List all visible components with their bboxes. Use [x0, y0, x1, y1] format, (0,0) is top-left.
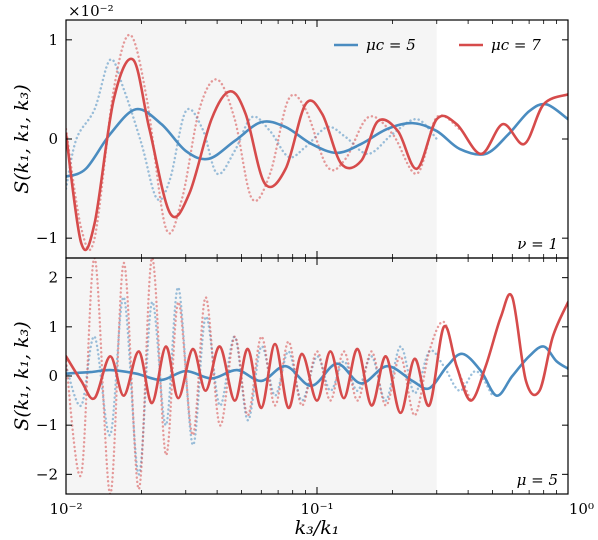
legend-label-mu7: μc = 7: [491, 36, 541, 54]
bottom-ytick-label-0: −2: [36, 465, 58, 483]
top-annotation: ν = 1: [517, 235, 558, 253]
bottom-xtick-label-0: 10⁻²: [49, 500, 82, 518]
top-ylabel: S(k₁, k₁, k₃): [11, 84, 33, 193]
top-series-0-solid-line: [66, 102, 568, 178]
top-series-3-dotted-line: [66, 33, 461, 252]
top-series-1-solid-line: [66, 57, 568, 252]
bottom-series-0-solid-line: [66, 345, 568, 397]
xlabel: k₃/k₁: [295, 517, 340, 539]
top-panel-series: [66, 33, 568, 252]
top-ytick-label-2: 1: [48, 31, 58, 49]
bottom-series-1-solid-line: [66, 292, 568, 415]
bottom-annotation: μ = 5: [517, 471, 558, 489]
top-offset-label: ×10⁻²: [68, 2, 114, 20]
legend-label-mu5: μc = 5: [366, 36, 416, 54]
bottom-series-3-dotted-line: [66, 258, 473, 494]
bottom-panel-ticks: −2 −1 0 1 2 10⁻² 10⁻¹ 10⁰: [36, 258, 594, 518]
top-ytick-label-1: 0: [48, 130, 58, 148]
bottom-xtick-label-2: 10⁰: [569, 500, 594, 518]
top-ytick-label-0: −1: [36, 229, 58, 247]
bottom-ytick-label-3: 1: [48, 318, 58, 336]
bottom-panel-series: [66, 258, 568, 494]
bottom-series-2-dotted-line: [66, 286, 494, 476]
legend: μc = 5 μc = 7: [334, 36, 541, 54]
bottom-ytick-label-4: 2: [48, 269, 58, 287]
top-panel-ticks: −1 0 1: [36, 20, 569, 258]
bottom-ytick-label-2: 0: [48, 367, 58, 385]
bottom-ylabel: S(k₁, k₁, k₃): [11, 321, 33, 430]
bottom-xtick-label-1: 10⁻¹: [300, 500, 333, 518]
bottom-ytick-label-1: −1: [36, 416, 58, 434]
